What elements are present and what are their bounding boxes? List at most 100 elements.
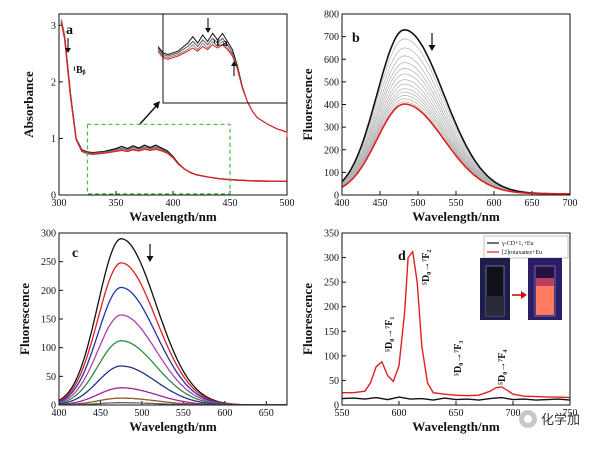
- inset-absorbance-curve: [157, 44, 288, 137]
- x-tick-label: 400: [52, 408, 67, 419]
- x-axis-label: Wavelength/nm: [129, 209, 217, 224]
- absorbance-curve: [60, 22, 287, 183]
- legend-box: [483, 235, 569, 259]
- fluorescence-curve: [342, 103, 570, 195]
- inset-up-arrow-head: [231, 61, 237, 66]
- panel-d-fluorescence-chart: 550 600 650 700 750 0 50 100 150 200 250 300 350 Wave…: [300, 229, 578, 435]
- plot-frame: [341, 13, 571, 196]
- series-group: [342, 249, 570, 401]
- x-tick-label: 300: [52, 198, 67, 209]
- y-tick-label: 350: [324, 229, 339, 240]
- x-tick-label: 650: [259, 408, 274, 419]
- emission-spectrum: [342, 396, 570, 401]
- series-group: [60, 19, 287, 183]
- transition-label: ⁵D₀→⁷F₃: [453, 341, 464, 376]
- x-tick-label: 400: [166, 198, 181, 209]
- transition-label: ⁵D₀→⁷F₄: [497, 350, 508, 385]
- fluorescence-curve: [59, 402, 287, 405]
- y-tick-label: 700: [324, 32, 339, 43]
- panel-letter-b: b: [352, 31, 360, 46]
- x-tick-label: 350: [109, 198, 124, 209]
- y-tick-label: 150: [41, 315, 56, 326]
- panel-letter-a: a: [66, 23, 73, 38]
- y-tick-label: 100: [324, 351, 339, 362]
- plot-frame: [58, 232, 288, 406]
- y-tick-label: 150: [324, 327, 339, 338]
- x-tick-label: 500: [280, 198, 295, 209]
- y-tick-label: 300: [324, 123, 339, 134]
- decrease-arrow-head: [428, 45, 436, 51]
- inset-series-group: [157, 32, 288, 137]
- inset-down-arrow-head: [205, 28, 211, 33]
- y-tick-label: 50: [46, 372, 56, 383]
- x-tick-label: 550: [335, 408, 350, 419]
- y-tick-label: 500: [324, 77, 339, 88]
- zoom-arrow-head: [153, 101, 160, 109]
- x-tick-label: 650: [525, 198, 540, 209]
- y-tick-label: 200: [324, 302, 339, 313]
- y-tick-label: 400: [324, 100, 339, 111]
- x-tick-label: 450: [373, 198, 388, 209]
- y-tick-label: 600: [324, 55, 339, 66]
- x-tick-label: 700: [563, 198, 578, 209]
- y-tick-label: 300: [41, 229, 56, 240]
- y-tick-label: 0: [51, 401, 56, 412]
- x-tick-label: 450: [223, 198, 238, 209]
- x-tick-label: 500: [134, 408, 149, 419]
- plot-frame: [341, 232, 571, 406]
- annotation-1la: ¹La: [213, 38, 228, 49]
- decrease-arrow-head: [65, 48, 71, 53]
- x-tick-label: 700: [506, 408, 521, 419]
- y-tick-label: 200: [324, 145, 339, 156]
- x-tick-label: 400: [335, 198, 350, 209]
- x-axis-label: Wavelength/nm: [412, 209, 500, 224]
- y-tick-label: 250: [41, 257, 56, 268]
- y-tick-label: 1: [51, 134, 56, 145]
- y-tick-label: 2: [51, 77, 56, 88]
- fluorescence-curve: [59, 397, 287, 405]
- legend-label: γ-CD+1₂+Eu: [501, 241, 534, 247]
- x-axis-label: Wavelength/nm: [412, 419, 500, 434]
- x-tick-label: 600: [392, 408, 407, 419]
- legend-label: [2]rotaxanes+Eu: [502, 250, 542, 256]
- x-tick-label: 750: [563, 408, 578, 419]
- zoom-region-box: [86, 123, 231, 195]
- x-tick-label: 550: [176, 408, 191, 419]
- y-axis-label: Fluorescence: [300, 283, 315, 355]
- wechat-logo-icon: [518, 409, 537, 428]
- x-tick-label: 450: [93, 408, 108, 419]
- y-tick-label: 800: [324, 10, 339, 21]
- chart-legend: γ-CD+1₂+Eu [2]rotaxanes+Eu: [483, 235, 569, 259]
- y-axis-label: Fluorescence: [17, 283, 32, 355]
- x-tick-label: 650: [449, 408, 464, 419]
- series-group: [342, 28, 570, 195]
- panel-letter-c: c: [72, 246, 78, 261]
- annotation-1bb: ¹Bᵦ: [73, 65, 86, 76]
- inset-background: [163, 14, 287, 103]
- y-tick-label: 3: [51, 21, 56, 32]
- inset-frame: [162, 13, 288, 104]
- emission-spectrum: [342, 249, 570, 399]
- y-tick-label: 250: [324, 278, 339, 289]
- y-tick-label: 200: [41, 286, 56, 297]
- y-tick-label: 100: [41, 343, 56, 354]
- x-tick-label: 550: [449, 198, 464, 209]
- transition-label: ⁵D₀→⁷F₁: [384, 317, 395, 352]
- x-tick-label: 500: [411, 198, 426, 209]
- x-axis-label: Wavelength/nm: [129, 419, 217, 434]
- panel-a-absorbance-chart: 300 350 400 450 500 0 1 2 3 Wavelength/nm Absorban…: [21, 13, 295, 224]
- panel-b-fluorescence-chart: 400 450 500 550 600 650 700 0 100 200 300 400 500 600…: [300, 10, 578, 225]
- y-tick-label: 0: [334, 401, 339, 412]
- decrease-arrow-head: [146, 256, 154, 262]
- x-tick-label: 600: [487, 198, 502, 209]
- panel-c-fluorescence-chart: 400 450 500 550 600 650 0 50 100 150 200 250 300 Wave…: [17, 229, 288, 434]
- x-tick-label: 600: [217, 408, 232, 419]
- y-tick-label: 300: [324, 253, 339, 264]
- transition-label: ⁵D₀→⁷F₂: [421, 250, 432, 285]
- y-tick-label: 100: [324, 168, 339, 179]
- panel-letter-d: d: [398, 249, 406, 264]
- y-axis-label: Fluorescence: [300, 68, 315, 140]
- y-tick-label: 50: [329, 376, 339, 387]
- fluorescence-curve: [59, 387, 287, 405]
